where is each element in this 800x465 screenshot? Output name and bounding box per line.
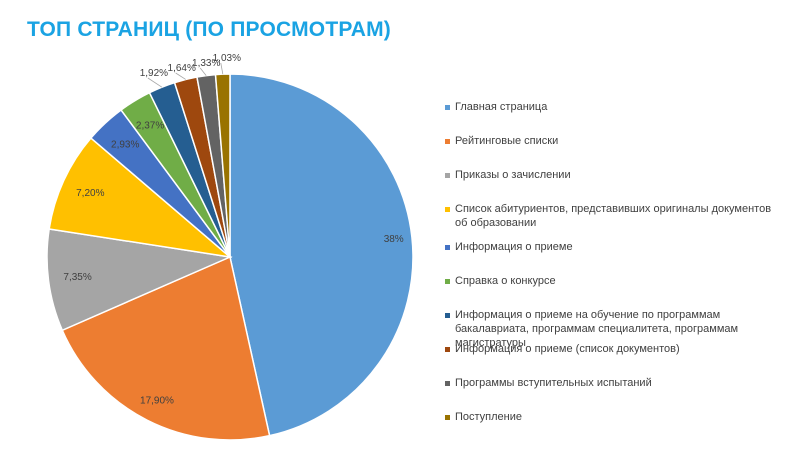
leader-line: [147, 77, 163, 88]
legend-swatch: [445, 173, 450, 178]
leader-line: [220, 62, 224, 75]
legend-label: Поступление: [455, 411, 523, 423]
legend-item: Информация о приеме на обучение по прогр…: [445, 308, 785, 350]
legend-swatch: [445, 415, 450, 420]
legend-label: Рейтинговые списки: [455, 135, 559, 147]
legend-swatch: [445, 381, 450, 386]
legend-item: Главная страница: [445, 100, 785, 114]
legend-item: Поступление: [445, 410, 785, 424]
legend-label: Приказы о зачислении: [455, 169, 571, 181]
pie-slice: [229, 73, 414, 437]
legend-item: Список абитуриентов, представивших ориги…: [445, 202, 785, 230]
legend-item: Информация о приеме: [445, 240, 785, 254]
legend-label: Информация о приеме (список документов): [455, 343, 680, 355]
pie-slice: [46, 228, 233, 332]
data-label: 7,20%: [76, 188, 104, 199]
legend-swatch: [445, 313, 450, 318]
legend-label: Информация о приеме на обучение по прогр…: [455, 309, 739, 349]
data-label: 2,93%: [111, 140, 139, 151]
legend-label: Список абитуриентов, представивших ориги…: [455, 203, 772, 229]
legend-label: Программы вступительных испытаний: [455, 377, 652, 389]
legend-item: Рейтинговые списки: [445, 134, 785, 148]
leader-line: [199, 67, 207, 76]
data-label: 7,35%: [63, 272, 91, 283]
data-label: 1,03%: [213, 53, 241, 64]
data-label: 1,64%: [168, 63, 196, 74]
pie-slice: [48, 136, 233, 259]
leader-line: [175, 72, 186, 80]
legend-label: Справка о конкурсе: [455, 275, 556, 287]
legend-item: Информация о приеме (список документов): [445, 342, 785, 356]
legend-label: Информация о приеме: [455, 241, 573, 253]
legend-swatch: [445, 245, 450, 250]
data-label: 2,37%: [136, 121, 164, 132]
legend-swatch: [445, 207, 450, 212]
legend-item: Приказы о зачислении: [445, 168, 785, 182]
data-label: 1,33%: [192, 58, 220, 69]
legend-swatch: [445, 105, 450, 110]
pie-slice: [61, 255, 271, 441]
legend-item: Справка о конкурсе: [445, 274, 785, 288]
chart-title: ТОП СТРАНИЦ (ПО ПРОСМОТРАМ): [27, 18, 391, 41]
legend-item: Программы вступительных испытаний: [445, 376, 785, 390]
data-label: 38%: [384, 234, 404, 245]
data-label: 1,92%: [140, 68, 168, 79]
legend-swatch: [445, 139, 450, 144]
legend-label: Главная страница: [455, 101, 548, 113]
data-label: 17,90%: [140, 396, 174, 407]
pie-slice: [214, 73, 231, 258]
legend-swatch: [445, 347, 450, 352]
legend-swatch: [445, 279, 450, 284]
